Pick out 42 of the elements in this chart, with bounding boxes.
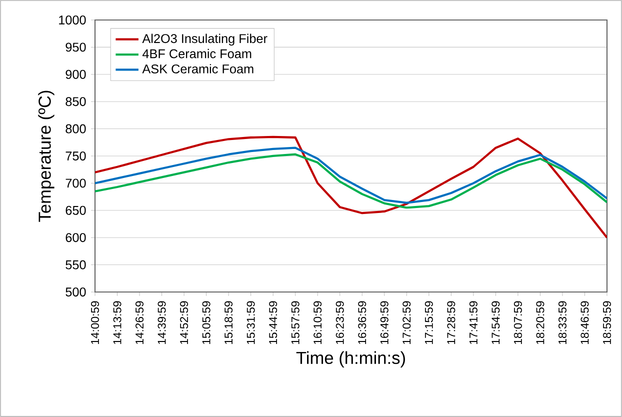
x-tick-label: 16:23:59 [336,301,344,344]
x-tick-label: 17:28:59 [447,301,456,344]
y-tick-label: 650 [66,206,86,215]
x-tick-label: 14:52:59 [180,301,188,344]
y-tick-label: 950 [66,42,86,52]
y-tick-label: 550 [66,260,86,270]
x-tick-label: 15:18:59 [224,301,233,344]
x-tick-label: 14:26:59 [136,301,144,344]
x-tick-label: 17:54:59 [492,301,500,344]
y-tick-label: 600 [66,233,86,242]
y-tick-label: 900 [66,70,86,79]
x-tick-label: 15:57:59 [291,301,300,344]
x-axis-title: Time (h:min:s) [296,351,405,368]
y-tick-label: 700 [66,178,86,188]
x-tick-label: 16:36:59 [358,301,366,344]
y-tick-label: 1000 [59,16,86,24]
legend-label: ASK Ceramic Foam [142,64,254,74]
x-tick-label: 15:31:59 [246,301,255,344]
x-tick-label: 18:46:59 [580,301,589,344]
x-tick-label: 17:41:59 [469,301,478,344]
y-tick-label: 750 [66,152,86,160]
x-tick-label: 17:02:59 [402,301,411,344]
x-tick-label: 18:33:59 [558,301,566,344]
x-tick-label: 14:13:59 [113,301,122,344]
x-tick-label: 17:15:59 [424,301,433,344]
x-tick-label: 14:00:59 [91,301,100,344]
x-tick-label: 14:39:59 [158,301,166,344]
line-series [95,146,607,204]
x-tick-label: 16:49:59 [380,301,388,344]
x-tick-label: 15:05:59 [202,301,210,344]
y-tick-label: 500 [66,288,86,296]
x-tick-label: 18:20:59 [536,301,544,344]
y-tick-label: 850 [66,97,86,106]
x-tick-label: 18:07:59 [514,301,522,344]
y-tick-label: 800 [66,124,86,134]
x-tick-label: 15:44:59 [269,301,278,344]
x-tick-label: 18:59:59 [602,301,611,344]
x-tick-label: 16:10:59 [314,301,322,344]
line-series [95,153,607,209]
legend-label: Al2O3 Insulating Fiber [142,34,268,46]
legend-label: 4BF Ceramic Foam [142,48,252,58]
y-axis-title: Temperature (ºC) [38,90,54,222]
